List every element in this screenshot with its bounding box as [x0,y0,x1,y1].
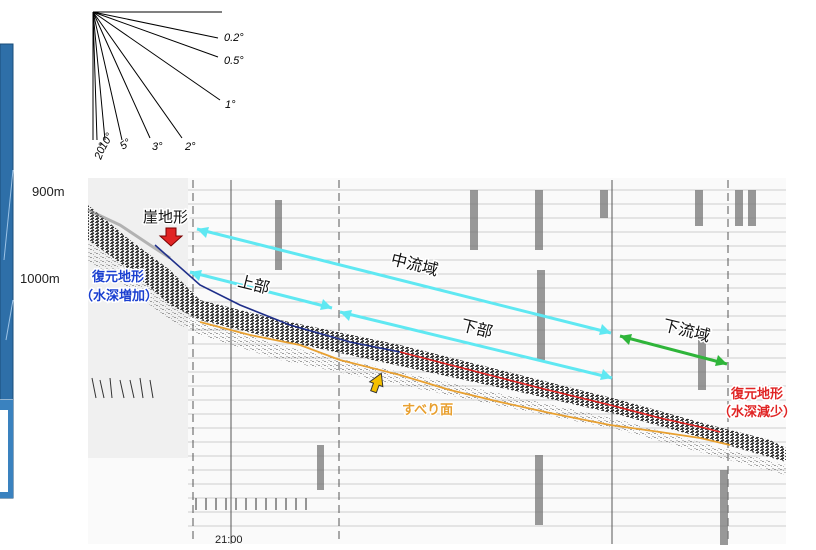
depth-label-1000m: 1000m [20,271,60,286]
lower-arrow [339,310,613,380]
time-label: 21:00 [215,534,243,546]
angle-label: 1° [225,99,236,111]
angle-label: 2° [184,141,196,153]
slip-surface-label: すべり面 [402,403,453,418]
restored-topography-right-sublabel: （水深減少） [718,404,796,420]
slope-fan-line [92,11,123,141]
middle-channel-arrow [196,227,612,335]
slope-fan-line [92,11,151,139]
slope-fan-line [92,11,106,141]
angle-label: 5° [118,136,134,152]
slope-fan-line [92,11,219,58]
slope-angle-scale [92,11,222,141]
angle-label: 3° [152,141,163,153]
cliff-label: 崖地形 [143,208,188,226]
slope-fan-line [92,11,219,39]
depth-label-900m: 900m [32,184,65,199]
interpretation-lines [154,244,731,446]
lower-channel-arrow [619,334,728,366]
restored-topography-navy-line [154,244,401,353]
angle-label: 20° [92,141,110,162]
angle-label: 0.2° [224,32,244,44]
slope-angle-labels: 0.2° 0.5° 1° 2° 3° 5° 10° 20° [92,32,244,162]
restored-topography-right-label: 復元地形 [730,386,783,402]
restored-topography-left-sublabel: （水深増加） [80,288,158,304]
left-section-panel [0,43,14,499]
slope-fan-line [92,11,98,141]
slip-surface-orange-line [199,321,731,446]
slope-fan-line [92,11,221,101]
red-down-arrow-icon [158,227,184,247]
upper-arrow [189,270,333,310]
restored-topography-left-label: 復元地形 [91,269,144,285]
yellow-up-arrow-icon [368,372,384,394]
angle-label: 0.5° [224,55,244,67]
restored-topography-red-line [399,351,721,433]
slope-fan-line [92,11,183,139]
extent-arrows [189,227,728,380]
